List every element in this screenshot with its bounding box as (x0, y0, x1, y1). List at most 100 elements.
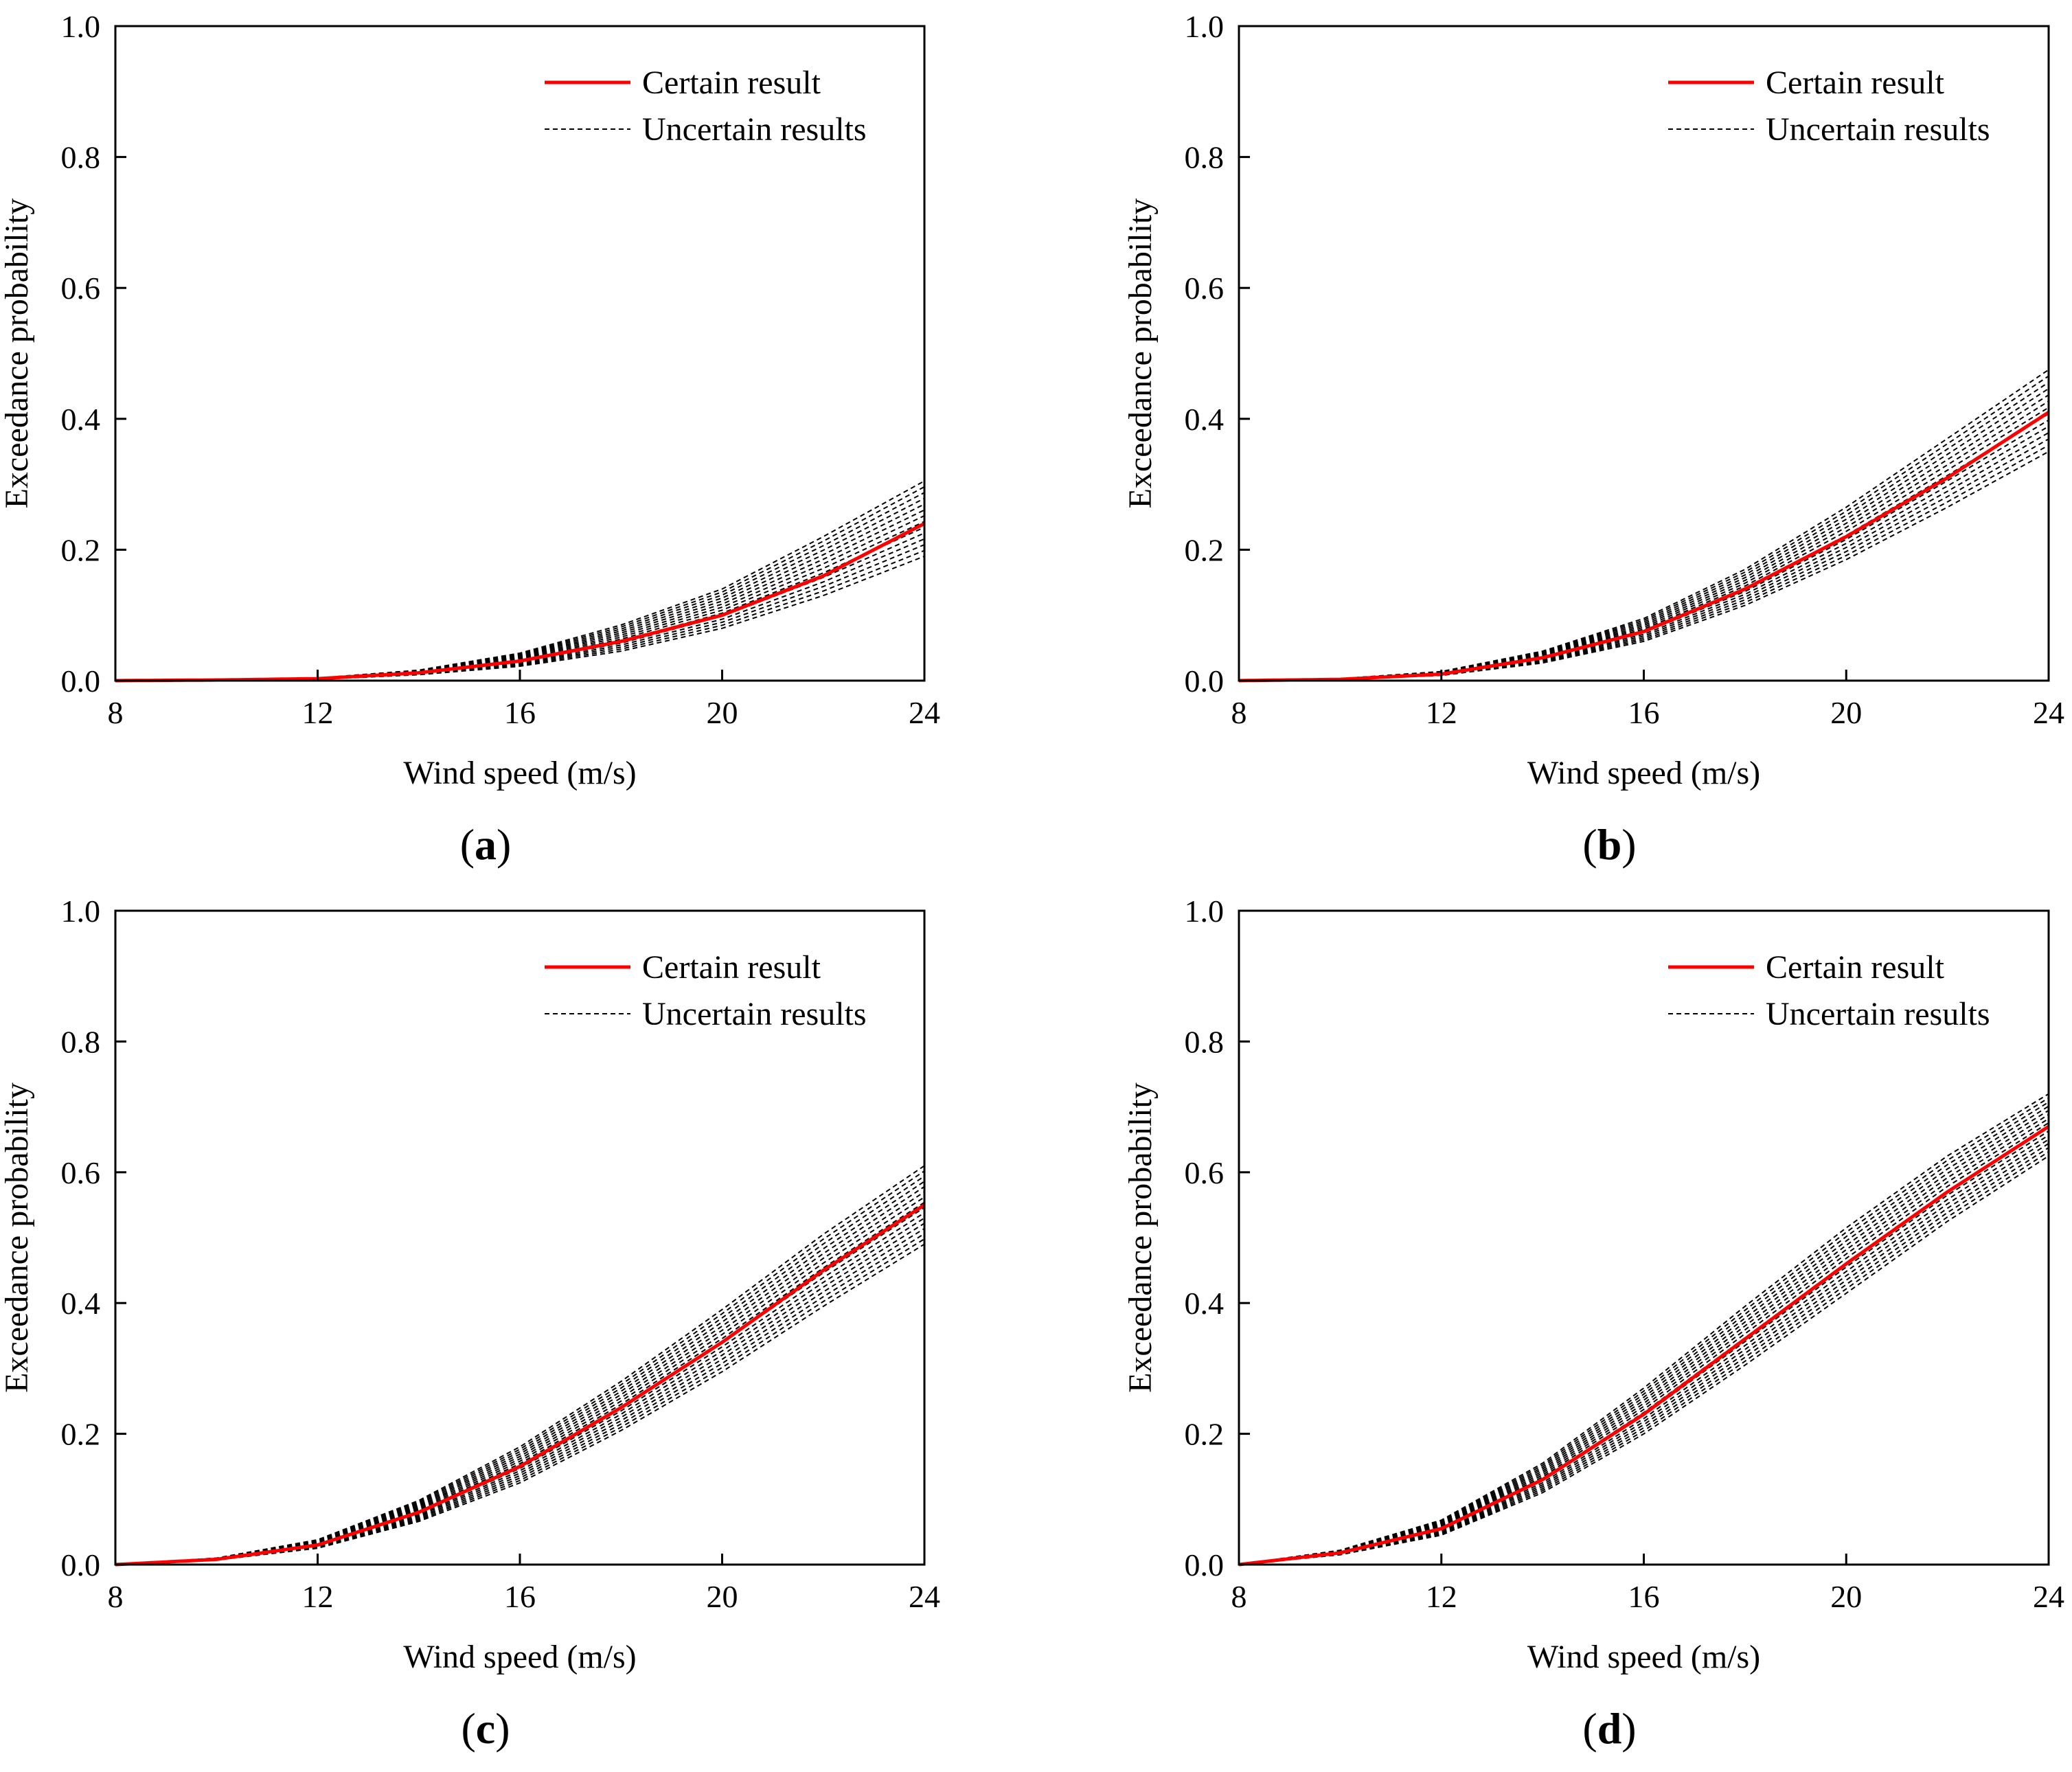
panel-label: (b) (1582, 820, 1636, 869)
x-tick-label: 20 (1830, 695, 1862, 730)
legend-uncertain-label: Uncertain results (642, 996, 867, 1032)
uncertain-result-line (115, 1207, 925, 1565)
x-tick-label: 20 (707, 695, 738, 730)
y-axis-title: Exceedance probability (0, 198, 35, 509)
chart-panel-c: 8 12 16 20 24 0.0 0.2 0.4 0.6 0.8 1.0 Wind speed (m… (0, 894, 940, 1753)
chart-panel-d: 8 12 16 20 24 0.0 0.2 0.4 0.6 0.8 1.0 Wind speed (m… (1122, 894, 2064, 1753)
x-tick-label: 12 (302, 1579, 334, 1614)
uncertain-result-line (1238, 1097, 2049, 1565)
uncertain-result-line (115, 1185, 925, 1565)
x-tick-label: 24 (909, 695, 940, 730)
x-axis-title: Wind speed (m/s) (403, 1639, 636, 1675)
uncertain-result-line (1238, 1101, 2049, 1565)
uncertain-results-lines (1238, 369, 2049, 681)
legend-uncertain-label: Uncertain results (642, 111, 867, 148)
x-tick-label: 16 (504, 1579, 536, 1614)
y-tick-label: 0.0 (1185, 1547, 1225, 1582)
y-tick-label: 0.8 (61, 1024, 101, 1059)
uncertain-result-line (115, 1181, 925, 1565)
y-tick-label: 0.2 (61, 532, 101, 567)
certain-result-line (115, 1203, 926, 1567)
uncertain-result-line (1238, 444, 2049, 681)
legend-certain-label: Certain result (1766, 65, 1945, 101)
uncertain-result-line (1238, 1122, 2049, 1565)
x-tick-label: 16 (1628, 1579, 1660, 1614)
legend-certain-label: Certain result (1766, 949, 1945, 986)
y-tick-label: 0.8 (61, 140, 101, 175)
certain-result-line (1238, 411, 2050, 683)
uncertain-result-line (1238, 1126, 2049, 1565)
y-axis-title: Exceedance probability (1122, 198, 1159, 509)
x-tick-label: 8 (108, 1579, 124, 1614)
certain-result-line (115, 522, 926, 683)
y-tick-label: 0.8 (1185, 140, 1225, 175)
legend: Certain result Uncertain results (1668, 65, 1990, 148)
y-tick-label: 0.4 (1185, 402, 1225, 437)
uncertain-results-lines (115, 1165, 925, 1565)
legend: Certain result Uncertain results (1668, 949, 1990, 1032)
y-tick-label: 1.0 (1185, 894, 1225, 929)
x-tick-label: 12 (302, 695, 334, 730)
uncertain-result-line (1238, 1093, 2049, 1565)
uncertain-result-line (1238, 375, 2049, 681)
y-tick-label: 0.2 (61, 1417, 101, 1452)
y-tick-label: 0.6 (61, 1155, 101, 1190)
x-axis-title: Wind speed (m/s) (403, 755, 636, 791)
uncertain-result-line (1238, 381, 2049, 681)
x-tick-label: 20 (1830, 1579, 1862, 1614)
uncertain-result-line (1238, 1147, 2049, 1565)
y-tick-label: 0.4 (61, 1286, 101, 1321)
uncertain-result-line (1238, 369, 2049, 681)
y-tick-label: 0.4 (61, 402, 101, 437)
uncertain-result-line (1238, 1105, 2049, 1565)
legend-certain-label: Certain result (642, 65, 821, 101)
uncertain-result-line (115, 1191, 925, 1565)
y-tick-label: 0.0 (61, 1547, 101, 1582)
uncertain-results-lines (1238, 1093, 2049, 1565)
x-tick-label: 24 (2033, 695, 2064, 730)
x-tick-label: 24 (909, 1579, 940, 1614)
x-tick-label: 24 (2033, 1579, 2064, 1614)
y-tick-label: 0.8 (1185, 1024, 1225, 1059)
y-axis-title: Exceedance probability (1122, 1082, 1159, 1393)
x-tick-label: 16 (504, 695, 536, 730)
uncertain-result-line (115, 1227, 925, 1565)
y-tick-label: 0.6 (61, 271, 101, 306)
uncertain-result-line (1238, 1117, 2049, 1565)
y-tick-label: 0.6 (1185, 1155, 1225, 1190)
y-tick-label: 0.0 (1185, 663, 1225, 698)
x-axis-title: Wind speed (m/s) (1527, 1639, 1760, 1675)
uncertain-result-line (1238, 438, 2049, 681)
uncertain-result-line (115, 1170, 925, 1565)
chart-panel-b: 8 12 16 20 24 0.0 0.2 0.4 0.6 0.8 1.0 Wind speed (m… (1122, 9, 2064, 869)
x-tick-label: 12 (1426, 1579, 1457, 1614)
x-tick-label: 12 (1426, 695, 1457, 730)
uncertain-result-line (1238, 1155, 2049, 1565)
chart-panel-a: 8 12 16 20 24 0.0 0.2 0.4 0.6 0.8 1.0 Wind speed (m… (0, 9, 940, 869)
x-tick-label: 8 (1231, 695, 1247, 730)
x-tick-label: 8 (1231, 1579, 1247, 1614)
uncertain-result-line (115, 1238, 925, 1565)
x-tick-label: 8 (108, 695, 124, 730)
y-tick-label: 0.0 (61, 663, 101, 698)
uncertain-result-line (1238, 413, 2049, 681)
y-tick-label: 1.0 (61, 894, 101, 929)
uncertain-result-line (115, 1196, 925, 1565)
uncertain-result-line (115, 1217, 925, 1565)
legend-uncertain-label: Uncertain results (1766, 111, 1990, 148)
y-tick-label: 1.0 (1185, 9, 1225, 44)
x-tick-label: 16 (1628, 695, 1660, 730)
uncertain-result-line (115, 492, 925, 681)
uncertain-result-line (1238, 425, 2049, 681)
x-tick-label: 20 (707, 1579, 738, 1614)
uncertain-result-line (1238, 1139, 2049, 1565)
uncertain-result-line (1238, 451, 2049, 681)
y-tick-label: 0.2 (1185, 532, 1225, 567)
uncertain-result-line (1238, 1135, 2049, 1565)
uncertain-results-lines (115, 480, 925, 681)
uncertain-result-line (115, 1212, 925, 1565)
panel-label: (d) (1582, 1704, 1636, 1753)
y-tick-label: 0.2 (1185, 1417, 1225, 1452)
uncertain-result-line (115, 1175, 925, 1565)
